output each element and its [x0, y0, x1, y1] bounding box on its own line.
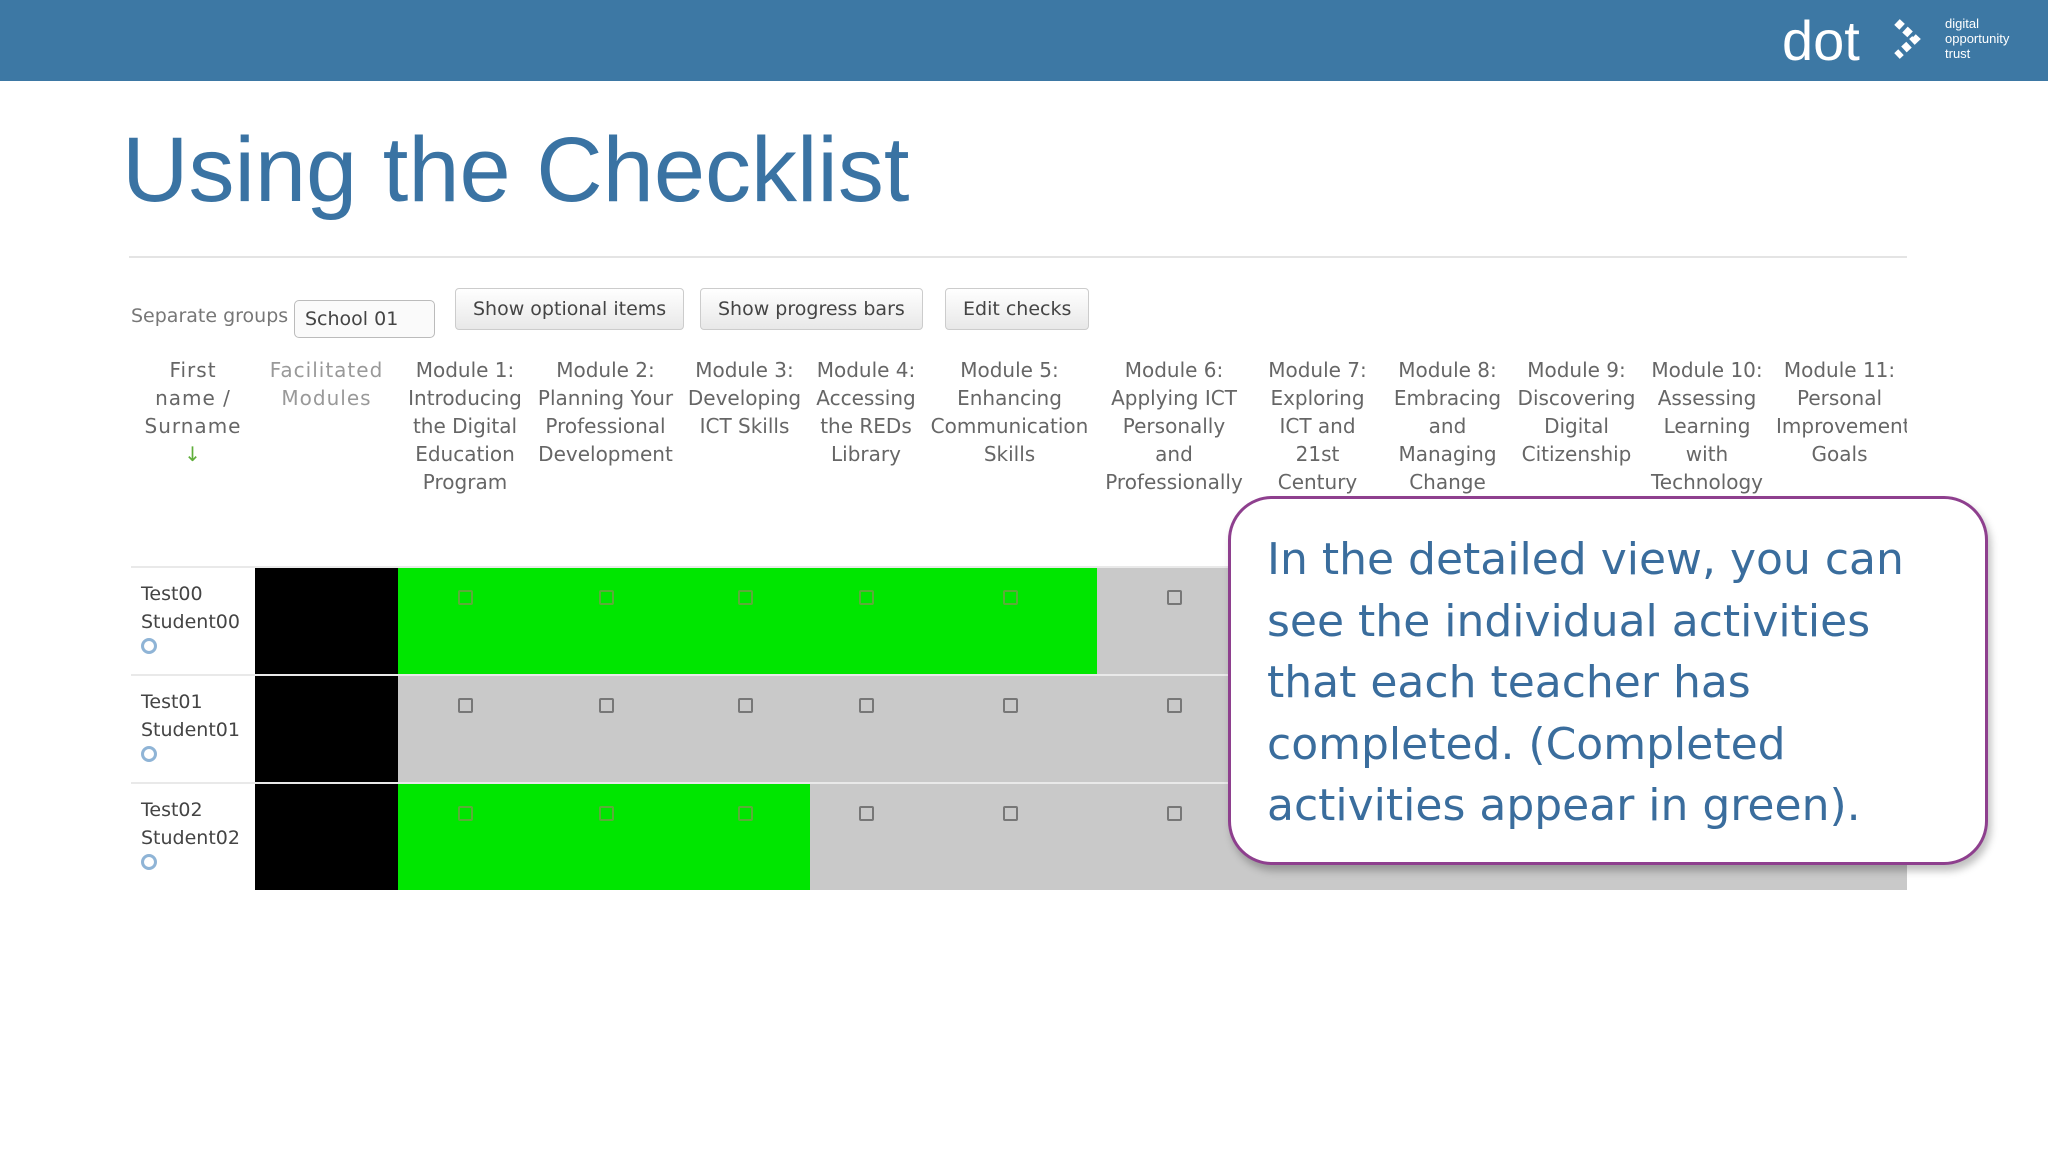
incomplete-cell — [810, 674, 922, 782]
completed-cell — [679, 782, 810, 890]
toolbar-button[interactable]: Edit checks — [945, 288, 1090, 330]
module-header: Module 5: Enhancing Communication Skills — [922, 346, 1097, 566]
incomplete-cell — [679, 674, 810, 782]
checkbox[interactable] — [859, 590, 874, 605]
first-name: Test02 — [141, 799, 203, 821]
module-header: Module 2: Planning Your Professional Dev… — [532, 346, 679, 566]
sort-icon[interactable]: ↓ — [184, 442, 202, 466]
slide-title: Using the Checklist — [122, 119, 910, 221]
completed-cell — [398, 782, 532, 890]
incomplete-cell — [810, 782, 922, 890]
module-header: Module 3: Developing ICT Skills — [679, 346, 810, 566]
zoom-icon[interactable] — [141, 746, 157, 762]
module-header: Module 1: Introducing the Digital Educat… — [398, 346, 532, 566]
first-name: Test00 — [141, 583, 203, 605]
incomplete-cell — [532, 674, 679, 782]
name-header: First name / Surname ↓ — [131, 346, 255, 566]
toolbar-button[interactable]: Show progress bars — [700, 288, 923, 330]
completed-cell — [922, 566, 1097, 674]
checkbox[interactable] — [1167, 698, 1182, 713]
last-name: Student00 — [141, 611, 240, 633]
completed-cell — [532, 566, 679, 674]
logo-mark — [1894, 19, 1921, 59]
facilitated-cell — [255, 566, 398, 674]
callout: In the detailed view, you can see the in… — [1228, 496, 1988, 865]
header-bar — [0, 0, 2048, 81]
tagline-line: digital — [1945, 16, 1979, 31]
zoom-icon[interactable] — [141, 638, 157, 654]
checkbox[interactable] — [1002, 806, 1018, 821]
last-name: Student02 — [141, 827, 240, 849]
checkbox[interactable] — [458, 698, 473, 713]
completed-cell — [398, 566, 532, 674]
student-name: Test02 Student02 — [131, 782, 255, 890]
checkbox[interactable] — [598, 698, 614, 713]
checkbox[interactable] — [859, 806, 874, 821]
facilitated-cell — [255, 674, 398, 782]
checkbox[interactable] — [598, 806, 614, 821]
module-header: Module 4: Accessing the REDs Library — [810, 346, 922, 566]
tagline: digital opportunity trust — [1945, 16, 2009, 61]
completed-cell — [810, 566, 922, 674]
group-select[interactable]: School 01 — [294, 300, 436, 338]
checkbox[interactable] — [458, 806, 473, 821]
incomplete-cell — [922, 782, 1097, 890]
toolbar-button[interactable]: Show optional items — [455, 288, 685, 330]
facilitated-header: Facilitated Modules — [255, 346, 398, 566]
checkbox[interactable] — [737, 590, 753, 605]
group-label: Separate groups — [131, 305, 289, 327]
zoom-icon[interactable] — [141, 854, 157, 870]
completed-cell — [679, 566, 810, 674]
tagline-line: opportunity — [1945, 31, 2010, 46]
checkbox[interactable] — [1167, 590, 1182, 605]
facilitated-cell — [255, 782, 398, 890]
incomplete-cell — [398, 674, 532, 782]
last-name: Student01 — [141, 719, 240, 741]
first-name: Test01 — [141, 691, 203, 713]
checkbox[interactable] — [598, 590, 614, 605]
incomplete-cell — [1097, 782, 1251, 890]
checkbox[interactable] — [1002, 590, 1018, 605]
checkbox[interactable] — [1002, 698, 1018, 713]
checkbox[interactable] — [1167, 806, 1182, 821]
completed-cell — [532, 782, 679, 890]
student-name: Test00 Student00 — [131, 566, 255, 674]
checkbox[interactable] — [737, 698, 753, 713]
module-header: Module 6: Applying ICT Personally and Pr… — [1097, 346, 1251, 566]
incomplete-cell — [922, 674, 1097, 782]
checkbox[interactable] — [859, 698, 874, 713]
checkbox[interactable] — [458, 590, 473, 605]
incomplete-cell — [1097, 566, 1251, 674]
checkbox[interactable] — [737, 806, 753, 821]
student-name: Test01 Student01 — [131, 674, 255, 782]
logo: dot — [1782, 9, 1860, 72]
tagline-line: trust — [1945, 46, 1971, 61]
incomplete-cell — [1097, 674, 1251, 782]
divider — [129, 256, 1907, 258]
